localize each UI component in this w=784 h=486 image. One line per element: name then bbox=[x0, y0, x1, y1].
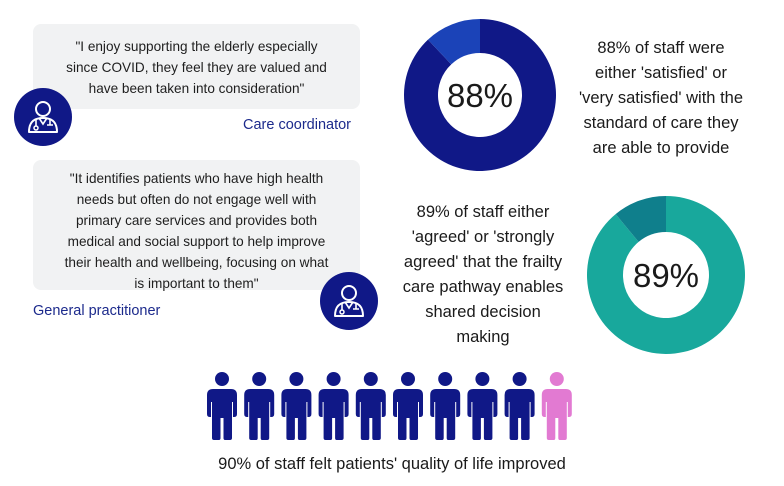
donut-chart-satisfaction: 88% bbox=[404, 19, 556, 171]
person-icon-highlighted bbox=[504, 372, 535, 440]
quote-box-care-coordinator: "I enjoy supporting the elderly especial… bbox=[33, 24, 360, 109]
pictogram-caption: 90% of staff felt patients' quality of l… bbox=[218, 455, 566, 473]
person-icon-highlighted bbox=[393, 372, 423, 440]
quote-line: medical and social support to help impro… bbox=[67, 234, 326, 249]
quote-box-general-practitioner: "It identifies patients who have high he… bbox=[33, 160, 360, 291]
role-label-care-coordinator: Care coordinator bbox=[243, 117, 351, 133]
stat-line: making bbox=[456, 328, 510, 346]
quote-line: primary care services and provides both bbox=[75, 213, 318, 228]
stat-line: 'very satisfied' with the bbox=[578, 89, 744, 107]
stat-line: care pathway enables bbox=[402, 278, 564, 296]
person-icon-highlighted bbox=[207, 372, 237, 440]
person-icon-highlighted bbox=[318, 372, 349, 440]
stat-line: 88% of staff were bbox=[597, 39, 725, 57]
person-icon-highlighted bbox=[355, 372, 386, 440]
stat-line: either 'satisfied' or bbox=[595, 64, 727, 82]
quote-line: since COVID, they feel they are valued a… bbox=[66, 60, 327, 75]
donut-slices bbox=[587, 196, 745, 354]
doctor-icon bbox=[320, 272, 378, 330]
quote-line: needs but often do not engage well with bbox=[76, 192, 317, 207]
person-icon-highlighted bbox=[430, 372, 461, 440]
person-icon-highlighted bbox=[281, 372, 312, 440]
donut-center-label: 88% bbox=[447, 77, 513, 114]
donut-slice-satisfied-or-very-satisfied bbox=[404, 19, 556, 171]
person-icon-highlighted bbox=[467, 372, 498, 440]
stat-line: standard of care they bbox=[583, 114, 739, 132]
donut-slice-agreed-or-strongly-agreed bbox=[587, 196, 745, 354]
stat-text-satisfaction: 88% of staff were either 'satisfied' or … bbox=[548, 36, 774, 161]
quote-line: their health and wellbeing, focusing on … bbox=[64, 255, 329, 270]
quote-line: "It identifies patients who have high he… bbox=[69, 171, 324, 186]
stat-line: 89% of staff either bbox=[416, 203, 550, 221]
stat-line: shared decision bbox=[425, 303, 541, 321]
doctor-icon bbox=[14, 88, 72, 146]
quote-line: "I enjoy supporting the elderly especial… bbox=[75, 39, 318, 54]
stat-line: 'agreed' or 'strongly bbox=[411, 228, 555, 246]
quote-line: is important to them" bbox=[134, 276, 259, 291]
stat-line: agreed' that the frailty bbox=[403, 253, 563, 271]
pictogram-people bbox=[207, 372, 572, 440]
donut-slices bbox=[404, 19, 556, 171]
quote-line: have been taken into consideration" bbox=[88, 81, 305, 96]
stat-text-shared-decision: 89% of staff either 'agreed' or 'strongl… bbox=[388, 200, 578, 350]
donut-center-label: 89% bbox=[633, 257, 699, 294]
donut-slice-other bbox=[427, 19, 480, 65]
donut-slice-other bbox=[615, 196, 666, 242]
person-icon-other bbox=[541, 372, 572, 440]
role-label-general-practitioner: General practitioner bbox=[33, 303, 161, 319]
person-icon-highlighted bbox=[244, 372, 275, 440]
stat-line: are able to provide bbox=[592, 139, 730, 157]
donut-chart-shared-decision: 89% bbox=[587, 196, 745, 354]
